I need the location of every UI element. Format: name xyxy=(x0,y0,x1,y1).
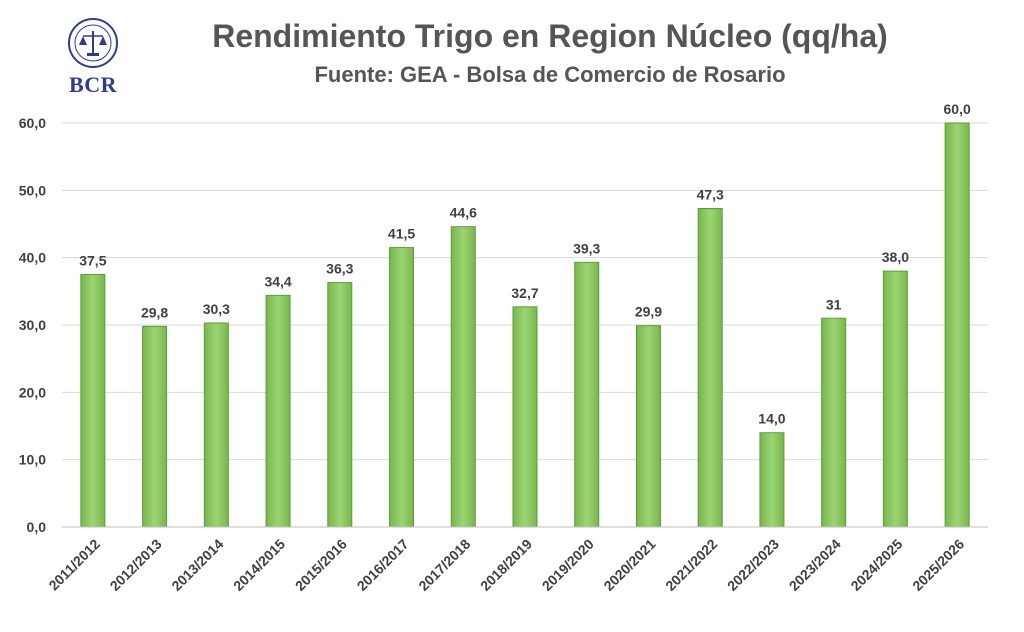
data-label: 37,5 xyxy=(79,253,106,269)
bars: 37,5 29,8 30,3 34,4 36,3 41,5 44,6 32,7 39,3 29,9… xyxy=(79,101,971,528)
data-label: 31 xyxy=(826,296,842,312)
data-label: 36,3 xyxy=(326,261,353,277)
bar xyxy=(882,270,908,528)
y-tick-label: 30,0 xyxy=(19,317,46,333)
data-label: 29,9 xyxy=(635,304,662,320)
bar xyxy=(327,282,353,528)
x-tick-label: 2025/2026 xyxy=(909,536,967,594)
x-tick-label: 2022/2023 xyxy=(724,536,782,594)
bar xyxy=(574,261,600,528)
bar xyxy=(142,325,168,528)
bar xyxy=(450,226,476,528)
y-tick-label: 50,0 xyxy=(19,182,46,198)
bar xyxy=(203,322,229,528)
logo-text: BCR xyxy=(69,72,117,97)
x-axis: 2011/2012 2012/2013 2013/2014 2014/2015 2015… xyxy=(45,526,988,594)
bar xyxy=(265,294,291,528)
chart-title: Rendimiento Trigo en Region Núcleo (qq/h… xyxy=(212,18,888,54)
bar xyxy=(759,432,785,528)
x-tick-label: 2017/2018 xyxy=(415,536,473,594)
bcr-seal-icon xyxy=(68,18,118,68)
x-tick-label: 2011/2012 xyxy=(45,536,103,594)
data-label: 44,6 xyxy=(450,205,477,221)
data-label: 41,5 xyxy=(388,226,415,242)
data-label: 30,3 xyxy=(203,301,230,317)
x-tick-label: 2018/2019 xyxy=(477,536,535,594)
y-tick-label: 0,0 xyxy=(27,519,47,535)
bar xyxy=(944,122,970,528)
x-tick-label: 2024/2025 xyxy=(847,536,905,594)
x-tick-label: 2014/2015 xyxy=(230,536,288,594)
x-tick-label: 2023/2024 xyxy=(786,536,844,594)
x-tick-label: 2016/2017 xyxy=(354,536,412,594)
bar xyxy=(635,325,661,528)
x-tick-label: 2019/2020 xyxy=(539,536,597,594)
x-tick-label: 2012/2013 xyxy=(107,536,165,594)
y-tick-label: 40,0 xyxy=(19,250,46,266)
x-tick-label: 2021/2022 xyxy=(662,536,720,594)
data-label: 29,8 xyxy=(141,304,168,320)
y-tick-label: 20,0 xyxy=(19,384,46,400)
y-tick-label: 60,0 xyxy=(19,115,46,131)
data-label: 60,0 xyxy=(944,101,971,117)
x-tick-label: 2013/2014 xyxy=(168,536,226,594)
y-tick-label: 10,0 xyxy=(19,452,46,468)
bar xyxy=(80,274,106,528)
data-label: 32,7 xyxy=(511,285,538,301)
data-label: 14,0 xyxy=(758,411,785,427)
data-label: 38,0 xyxy=(882,249,909,265)
bar xyxy=(512,306,538,528)
chart-subtitle: Fuente: GEA - Bolsa de Comercio de Rosar… xyxy=(314,62,786,87)
bar xyxy=(697,208,723,528)
data-label: 34,4 xyxy=(264,273,291,289)
bcr-logo: BCR xyxy=(62,14,124,98)
bar xyxy=(821,317,847,528)
y-axis: 0,0 10,0 20,0 30,0 40,0 50,0 60,0 xyxy=(19,115,46,535)
data-label: 47,3 xyxy=(697,187,724,203)
x-tick-label: 2015/2016 xyxy=(292,536,350,594)
bar xyxy=(389,247,415,528)
data-label: 39,3 xyxy=(573,240,600,256)
x-tick-label: 2020/2021 xyxy=(600,536,658,594)
